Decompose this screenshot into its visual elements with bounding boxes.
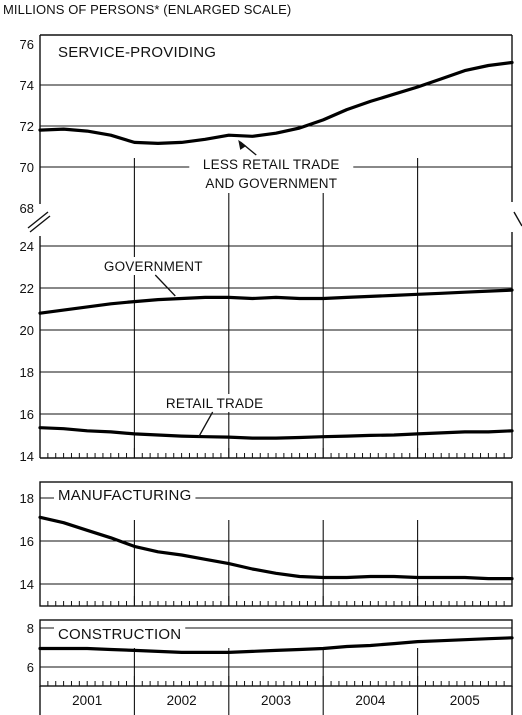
axis-break-right — [513, 211, 522, 227]
series-line-manufacturing — [38, 515, 514, 581]
year-label: 2001 — [72, 693, 102, 708]
year-label: 2003 — [261, 693, 291, 708]
series-line-retail-trade — [38, 426, 514, 440]
y-tick-label: 24 — [20, 239, 34, 254]
y-tick-label: 8 — [27, 621, 34, 636]
chart-header: MILLIONS OF PERSONS* (ENLARGED SCALE) — [3, 2, 292, 17]
y-tick-label: 20 — [20, 323, 34, 338]
annotation-arrow — [154, 274, 176, 297]
y-tick-label: 76 — [20, 37, 34, 52]
panel-title-service-providing: SERVICE-PROVIDING — [58, 44, 216, 61]
panel-title-manufacturing: MANUFACTURING — [58, 487, 191, 504]
y-tick-label: 72 — [20, 119, 34, 134]
axis-break-left — [27, 211, 49, 229]
y-tick-label: 18 — [20, 491, 34, 506]
annotation-government-bg — [97, 257, 210, 275]
panel-title-service-providing-bg — [54, 43, 221, 61]
y-tick-label: 70 — [20, 160, 34, 175]
panel-title-construction: CONSTRUCTION — [58, 626, 181, 643]
series-line-construction — [38, 636, 514, 655]
annotation-less-retail-bg — [189, 155, 354, 193]
annotation-government: GOVERNMENT — [104, 259, 203, 274]
y-tick-label: 14 — [20, 449, 34, 464]
year-label: 2004 — [355, 693, 386, 708]
y-tick-label: 22 — [20, 281, 34, 296]
annotation-retail-trade: RETAIL TRADE — [166, 396, 263, 411]
series-line-government — [38, 288, 514, 315]
panel-title-construction-bg — [54, 625, 186, 643]
panel-title-manufacturing-bg — [54, 486, 196, 504]
y-tick-label: 16 — [20, 407, 34, 422]
y-tick-label: 6 — [27, 660, 34, 675]
annotation-less-retail-line1: LESS RETAIL TRADE — [203, 157, 340, 172]
annotation-arrow — [198, 411, 214, 438]
y-tick-label: 14 — [20, 577, 34, 592]
annotation-less-retail-line2: AND GOVERNMENT — [205, 176, 337, 191]
axis-break-left — [29, 215, 51, 233]
y-tick-label: 68 — [20, 201, 34, 216]
year-label: 2005 — [450, 693, 480, 708]
series-line-less-retail-trade-and-government — [38, 60, 514, 145]
y-tick-label: 18 — [20, 365, 34, 380]
year-label: 2002 — [167, 693, 197, 708]
y-tick-label: 16 — [20, 534, 34, 549]
y-tick-label: 74 — [20, 78, 34, 93]
annotation-retail-trade-bg — [162, 394, 267, 412]
annotation-arrowhead — [238, 139, 247, 150]
